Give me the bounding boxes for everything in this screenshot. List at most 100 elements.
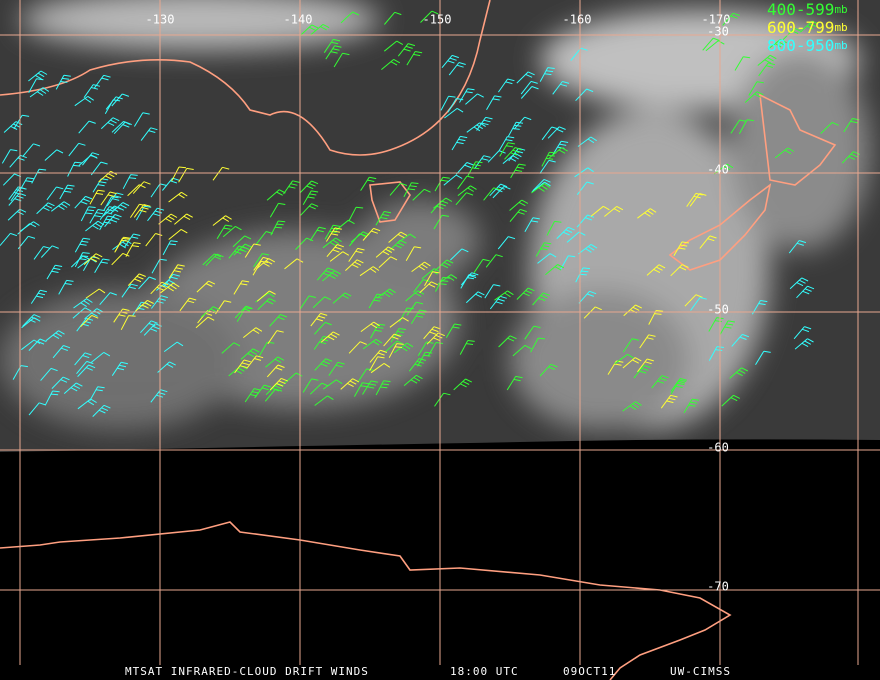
wind-barb bbox=[140, 127, 158, 141]
wind-barb bbox=[499, 142, 515, 157]
wind-barb bbox=[755, 350, 771, 366]
wind-barb bbox=[690, 297, 707, 311]
wind-barb bbox=[390, 328, 406, 343]
footer-time: 18:00 UTC bbox=[450, 665, 519, 678]
wind-barb bbox=[212, 166, 230, 181]
wind-barb bbox=[575, 267, 591, 283]
wind-barb bbox=[532, 292, 550, 306]
wind-barb bbox=[309, 226, 326, 241]
wind-barb bbox=[29, 87, 50, 98]
wind-barb bbox=[244, 388, 262, 403]
wind-barb bbox=[375, 211, 392, 226]
wind-barb bbox=[473, 258, 490, 274]
wind-barb bbox=[578, 290, 597, 304]
wind-barb bbox=[578, 243, 598, 255]
wind-barb bbox=[362, 338, 383, 350]
wind-barb bbox=[552, 140, 569, 156]
wind-barb bbox=[236, 307, 253, 322]
wind-barb bbox=[163, 341, 184, 353]
footer-source: UW-CIMSS bbox=[670, 665, 731, 678]
footer-date: 09OCT11 bbox=[563, 665, 616, 678]
wind-barb bbox=[135, 205, 152, 221]
wind-barb bbox=[369, 349, 388, 363]
wind-barb bbox=[36, 202, 55, 215]
wind-barb bbox=[3, 121, 23, 133]
wind-barb bbox=[77, 398, 97, 410]
wind-barb bbox=[8, 192, 26, 206]
wind-barb bbox=[353, 382, 370, 397]
wind-barb bbox=[295, 237, 314, 250]
wind-barb bbox=[673, 241, 689, 256]
wind-barb bbox=[94, 258, 110, 274]
wind-barb bbox=[545, 264, 565, 276]
wind-barb bbox=[160, 282, 180, 294]
wind-barb bbox=[195, 316, 215, 329]
wind-barb bbox=[77, 364, 96, 377]
wind-barb bbox=[509, 208, 527, 223]
wind-barb bbox=[103, 196, 119, 211]
wind-barb bbox=[76, 360, 94, 375]
wind-barb bbox=[348, 247, 365, 262]
wind-barb bbox=[734, 56, 751, 71]
wind-barb bbox=[405, 290, 425, 302]
wind-barb bbox=[530, 337, 546, 353]
wind-barb bbox=[348, 341, 367, 354]
wind-barb bbox=[316, 267, 335, 281]
wind-barb bbox=[80, 314, 99, 328]
wind-barb bbox=[362, 380, 378, 395]
latitude-label: -30 bbox=[707, 25, 729, 39]
wind-barb bbox=[89, 209, 105, 224]
wind-barb bbox=[412, 188, 431, 201]
wind-barb bbox=[559, 255, 576, 270]
wind-barb bbox=[151, 295, 168, 309]
wind-barb bbox=[789, 277, 809, 290]
wind-barb bbox=[590, 205, 610, 217]
wind-barb bbox=[202, 253, 222, 266]
wind-barb bbox=[127, 184, 146, 197]
wind-barb bbox=[72, 307, 92, 319]
wind-barb bbox=[583, 306, 602, 319]
longitude-label: -160 bbox=[563, 13, 592, 27]
wind-barb bbox=[722, 12, 740, 26]
wind-barb bbox=[492, 185, 511, 199]
wind-barb bbox=[396, 233, 416, 244]
wind-barb bbox=[504, 147, 522, 160]
legend-entry: 600-799mb bbox=[767, 18, 848, 37]
wind-barb bbox=[541, 151, 557, 167]
wind-barb bbox=[483, 187, 501, 201]
wind-barb bbox=[547, 126, 566, 139]
wind-barb bbox=[212, 215, 232, 226]
wind-barb bbox=[78, 154, 98, 166]
wind-barb bbox=[476, 116, 493, 131]
wind-barb bbox=[120, 315, 136, 331]
wind-barb bbox=[13, 114, 30, 130]
wind-barb bbox=[113, 308, 130, 323]
wind-barb bbox=[168, 191, 188, 203]
wind-barb bbox=[465, 291, 485, 304]
wind-barb bbox=[702, 37, 720, 51]
wind-barb bbox=[205, 253, 224, 267]
wind-barb bbox=[133, 204, 151, 218]
wind-barb bbox=[74, 352, 92, 366]
wind-barb bbox=[360, 176, 377, 191]
wind-barb bbox=[423, 326, 441, 340]
wind-barb bbox=[575, 88, 594, 102]
wind-barb bbox=[622, 338, 640, 353]
wind-barb bbox=[614, 353, 634, 365]
wind-barb bbox=[447, 98, 464, 113]
wind-barb bbox=[228, 365, 248, 377]
wind-barb bbox=[489, 183, 508, 197]
wind-barb bbox=[637, 358, 654, 373]
longitude-labels: -130 -140 -150 -160 -170 bbox=[146, 13, 731, 27]
wind-barb bbox=[388, 239, 407, 252]
wind-barb bbox=[332, 292, 352, 304]
wind-barb bbox=[648, 310, 664, 325]
wind-barb bbox=[345, 259, 364, 271]
wind-barb bbox=[434, 392, 451, 407]
wind-barb bbox=[257, 298, 276, 310]
wind-barb bbox=[686, 192, 703, 207]
wind-barb bbox=[114, 237, 130, 253]
wind-barb bbox=[299, 24, 319, 37]
wind-barb bbox=[453, 378, 473, 391]
wind-barb bbox=[129, 203, 147, 218]
